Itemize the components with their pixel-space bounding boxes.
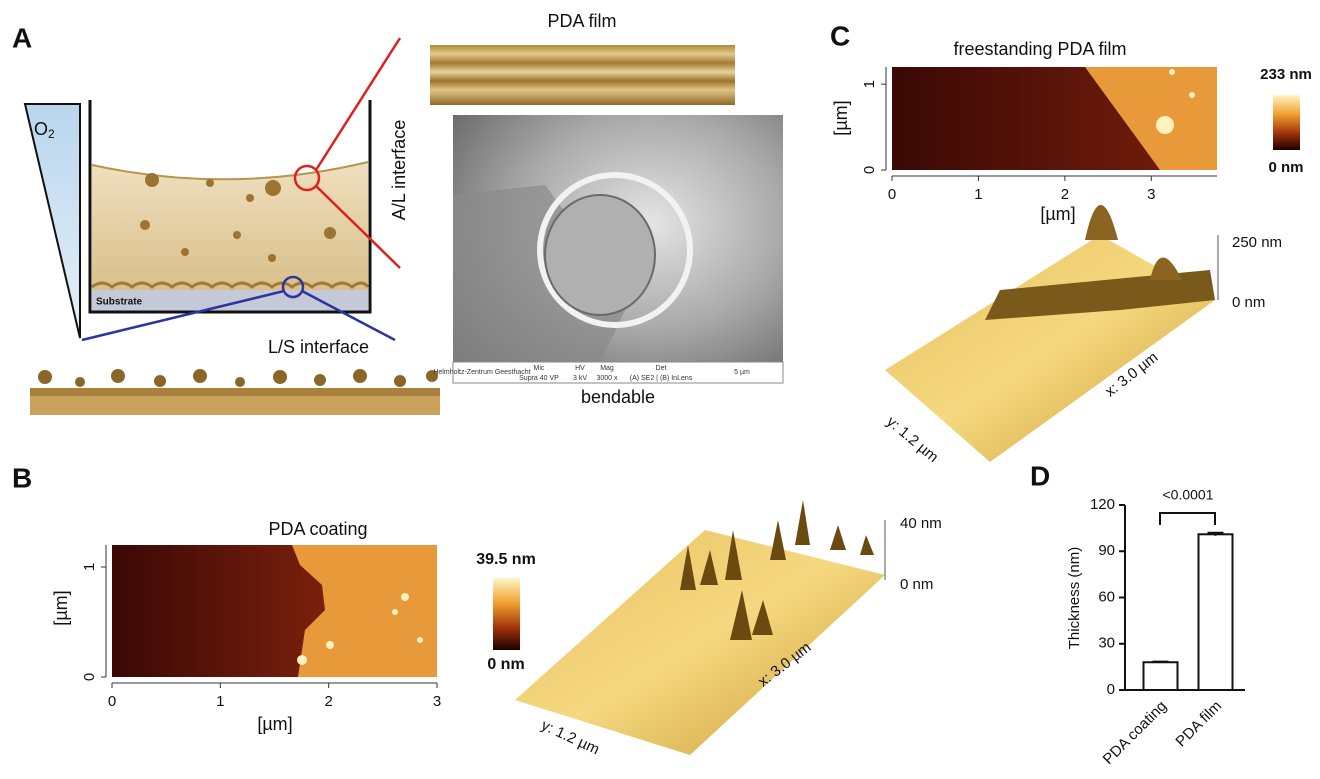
liquid bbox=[92, 162, 368, 290]
y-axis-label: Thickness (nm) bbox=[1066, 547, 1083, 650]
x-tick-label: 1 bbox=[216, 693, 224, 710]
sem-info-text: HV bbox=[575, 365, 585, 372]
afm-image-dark bbox=[112, 545, 325, 677]
y-axis-label: [µm] bbox=[831, 100, 851, 135]
x-tick-label: 0 bbox=[888, 186, 896, 203]
o2-subscript: 2 bbox=[48, 127, 55, 141]
panel-letter: B bbox=[12, 462, 32, 493]
z-min-label: 0 nm bbox=[1232, 294, 1265, 311]
colorbar bbox=[493, 578, 520, 650]
z-max-label: 40 nm bbox=[900, 515, 942, 532]
x-axis-label: [µm] bbox=[257, 714, 292, 734]
afm-title: freestanding PDA film bbox=[953, 39, 1126, 59]
sem-info-text: Mag bbox=[600, 365, 614, 372]
sem-info-text: Supra 40 VP bbox=[519, 375, 559, 382]
film-title: PDA film bbox=[547, 11, 616, 31]
afm-3d-surface bbox=[515, 530, 885, 755]
z-max-label: 250 nm bbox=[1232, 234, 1282, 251]
y-tick-label: 0 bbox=[81, 673, 98, 681]
significance-bracket bbox=[1160, 513, 1215, 525]
film-illustration bbox=[430, 45, 735, 105]
panel-letter: C bbox=[830, 20, 850, 51]
x-tick-label: 1 bbox=[974, 186, 982, 203]
colorbar-min: 0 nm bbox=[1268, 159, 1303, 176]
sem-info-text: 5 µm bbox=[734, 369, 750, 376]
panel-letter: A bbox=[12, 22, 32, 53]
panel-letter: D bbox=[1030, 460, 1050, 491]
sem-info-text: Helmholtz-Zentrum Geesthacht bbox=[433, 369, 530, 376]
y-tick-label: 60 bbox=[1098, 588, 1115, 605]
coating-strip-top bbox=[30, 388, 440, 396]
sem-info-text: (A) SE2 | (B) InLens bbox=[630, 375, 693, 382]
y-tick-label: 1 bbox=[861, 80, 878, 88]
afm-3d-peak bbox=[1150, 258, 1182, 281]
afm-title: PDA coating bbox=[268, 519, 367, 539]
x-tick-label: 0 bbox=[108, 693, 116, 710]
afm-3d-peak bbox=[1085, 205, 1118, 240]
sem-roll-inner bbox=[545, 195, 655, 315]
o2-text: O bbox=[34, 119, 48, 139]
sem-info-text: 3000 x bbox=[596, 375, 618, 382]
x-tick-label: 2 bbox=[1061, 186, 1069, 203]
x-tick-label: PDA film bbox=[1172, 698, 1225, 751]
y-tick-label: 120 bbox=[1090, 496, 1115, 513]
y-axis-label: [µm] bbox=[51, 590, 71, 625]
bar bbox=[1144, 662, 1178, 690]
y-tick-label: 0 bbox=[1107, 681, 1115, 698]
coating-strip bbox=[30, 393, 440, 415]
x-axis-label: [µm] bbox=[1040, 204, 1075, 224]
sem-caption: bendable bbox=[581, 387, 655, 407]
z-min-label: 0 nm bbox=[900, 576, 933, 593]
sem-info-text: 3 kV bbox=[573, 375, 587, 382]
colorbar-min: 0 nm bbox=[487, 656, 524, 673]
y-tick-label: 30 bbox=[1098, 635, 1115, 652]
colorbar bbox=[1273, 95, 1300, 150]
strip-particles bbox=[38, 369, 438, 387]
y-tick-label: 90 bbox=[1098, 542, 1115, 559]
ls-label: L/S interface bbox=[268, 337, 369, 357]
bar bbox=[1199, 534, 1233, 690]
colorbar-max: 233 nm bbox=[1260, 66, 1312, 83]
sem-info-text: Det bbox=[656, 365, 667, 372]
substrate-label: Substrate bbox=[96, 297, 143, 308]
significance-label: <0.0001 bbox=[1163, 487, 1214, 503]
al-line bbox=[316, 38, 400, 170]
y3d-label: y: 1.2 µm bbox=[883, 413, 941, 466]
x-tick-label: PDA coating bbox=[1100, 698, 1170, 768]
colorbar-max: 39.5 nm bbox=[476, 551, 536, 568]
x-tick-label: 2 bbox=[324, 693, 332, 710]
x-tick-label: 3 bbox=[1147, 186, 1155, 203]
y-tick-label: 1 bbox=[81, 563, 98, 571]
sem-info-text: Mic bbox=[534, 365, 545, 372]
figure: A O2 Substrate A/L interface L/S interfa… bbox=[0, 0, 1320, 779]
x-tick-label: 3 bbox=[433, 693, 441, 710]
y-tick-label: 0 bbox=[861, 166, 878, 174]
al-label: A/L interface bbox=[389, 120, 409, 220]
